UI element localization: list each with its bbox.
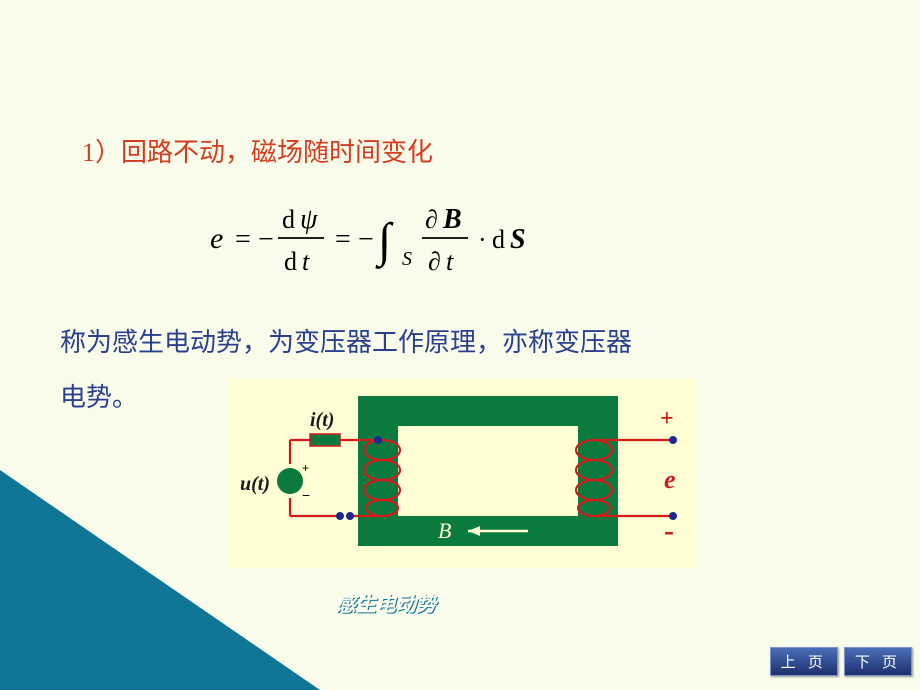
formula-int: ∫ — [375, 214, 394, 269]
i-label: i(t) — [310, 409, 334, 431]
diagram-caption: 感生电动势 — [336, 588, 436, 617]
formula-eq2: = — [335, 224, 351, 255]
formula-B: B — [442, 204, 462, 235]
e-label: e — [664, 465, 676, 494]
nav-buttons: 上 页 下 页 — [770, 647, 912, 676]
heading-number: 1 — [82, 138, 95, 167]
src-plus: + — [302, 461, 309, 475]
formula-dS-d: d — [492, 225, 505, 254]
B-label: B — [438, 518, 451, 543]
formula-psi: ψ — [300, 204, 318, 235]
formula-dS-S: S — [510, 224, 526, 255]
src-minus: − — [302, 487, 310, 503]
heading: 1）回路不动，磁场随时间变化 — [82, 132, 433, 169]
formula-t1: t — [302, 247, 310, 276]
formula-e: e — [210, 222, 223, 255]
desc-line1: 称为感生电动势，为变压器工作原理，亦称变压器 — [60, 327, 632, 357]
formula-partial1: ∂ — [425, 205, 438, 234]
formula-neg2: − — [358, 224, 374, 255]
heading-paren: ） — [95, 137, 121, 167]
transformer-diagram: + − B i(t) u(t) + - e — [228, 378, 696, 568]
formula-partial2: ∂ — [428, 247, 441, 276]
formula-d2: d — [284, 247, 297, 276]
formula: e = − d ψ d t = − ∫ S ∂ B ∂ t · d S — [200, 190, 600, 290]
next-button[interactable]: 下 页 — [844, 647, 912, 676]
formula-dot: · — [478, 225, 487, 254]
prev-button[interactable]: 上 页 — [770, 647, 838, 676]
formula-d1: d — [282, 205, 295, 234]
formula-neg1: − — [258, 224, 274, 255]
heading-text: 回路不动，磁场随时间变化 — [121, 137, 433, 167]
desc-line2: 电势。 — [60, 382, 138, 412]
minus-label: - — [664, 514, 674, 547]
plus-label: + — [660, 406, 674, 432]
formula-subS: S — [402, 248, 412, 270]
u-label: u(t) — [240, 473, 270, 495]
formula-t2: t — [446, 247, 454, 276]
formula-eq1: = — [235, 224, 251, 255]
